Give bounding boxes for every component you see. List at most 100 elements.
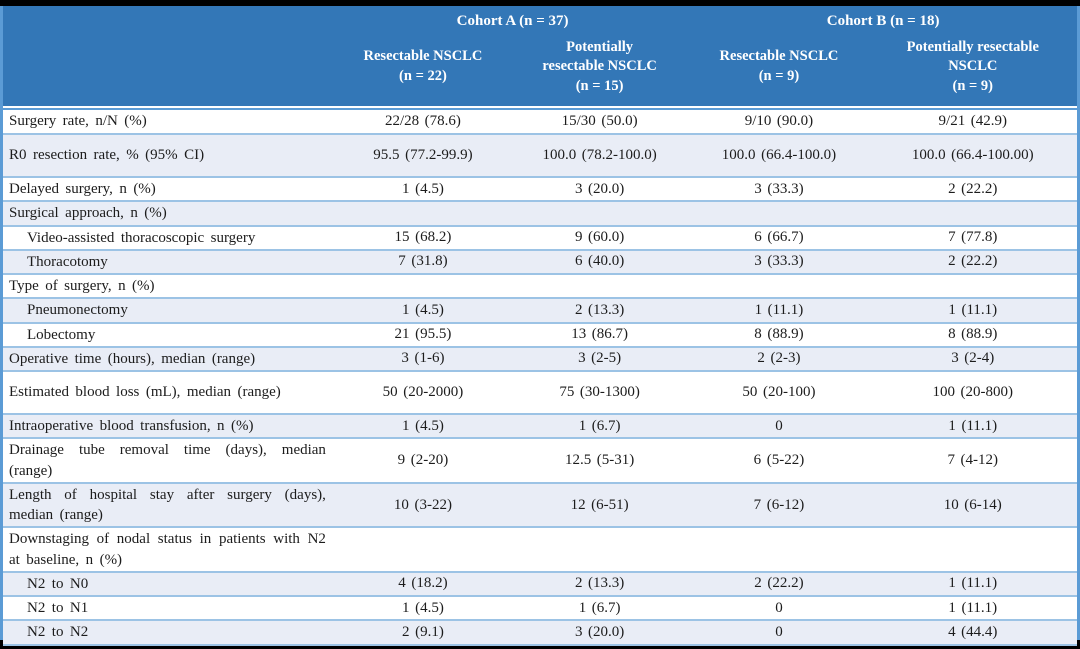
- cell-value: 15 (68.2): [394, 229, 452, 246]
- cell-value: 0: [775, 623, 783, 640]
- row-label: Downstaging of nodal status in patients …: [9, 531, 326, 568]
- cell-value: 95.5 (77.2-99.9): [373, 147, 473, 163]
- cell-value: 3 (20.0): [574, 180, 625, 197]
- cohort-a-header: Cohort A (n = 37): [456, 13, 569, 29]
- row-label: Pneumonectomy: [27, 302, 128, 319]
- cell-value: 3 (33.3): [754, 180, 804, 197]
- row-label: Delayed surgery, n (%): [9, 181, 156, 197]
- cell-value: 12 (6-51): [570, 496, 629, 513]
- cell-value: 3 (2-4): [951, 350, 995, 367]
- cell-value: 2 (22.2): [754, 575, 804, 592]
- cohort-header-row: Cohort A (n = 37) Cohort B (n = 18): [3, 10, 1077, 30]
- cell-value: 7 (4-12): [947, 452, 999, 468]
- cell-value: 2 (9.1): [402, 623, 444, 640]
- cell-value: 1 (11.1): [948, 417, 998, 434]
- cell-value: 10 (3-22): [393, 496, 452, 513]
- table-row: Surgical complications, n (%) 1 (4.5) 3 …: [3, 643, 1077, 649]
- cell-value: 1 (4.5): [402, 599, 444, 616]
- table-row: Type of surgery, n (%): [3, 273, 1077, 297]
- cell-value: 1 (6.7): [578, 417, 621, 434]
- cell-value: [336, 212, 510, 214]
- row-label: Drainage tube removal time (days), media…: [9, 442, 326, 479]
- row-label: Estimated blood loss (mL), median (range…: [9, 384, 281, 401]
- cell-value: [336, 549, 510, 551]
- cell-value: 1 (11.1): [948, 575, 998, 592]
- table-row: N2 to N2 2 (9.1) 3 (20.0) 0 4 (44.4): [3, 619, 1077, 644]
- table-row: Operative time (hours), median (range) 3…: [3, 345, 1077, 370]
- cell-value: 2 (22.2): [948, 253, 998, 270]
- table-row: Estimated blood loss (mL), median (range…: [3, 370, 1077, 413]
- row-label: Intraoperative blood transfusion, n (%): [9, 418, 254, 434]
- cell-value: 3 (20.0): [574, 623, 625, 640]
- cell-value: 7 (31.8): [398, 253, 448, 270]
- cell-value: 1 (11.1): [754, 301, 804, 318]
- cell-value: 1 (4.5): [402, 417, 444, 434]
- cell-value: 1 (6.7): [578, 599, 621, 616]
- cell-value: 4 (44.4): [948, 623, 998, 640]
- cell-value: 1 (4.5): [402, 301, 444, 318]
- cell-value: 9 (2-20): [397, 452, 449, 468]
- cell-value: 2 (2-3): [757, 350, 801, 367]
- cell-value: 75 (30-1300): [559, 384, 640, 400]
- table-row: Surgical approach, n (%): [3, 200, 1077, 225]
- cell-value: 21 (95.5): [394, 326, 452, 343]
- cell-value: 8 (88.9): [754, 326, 804, 343]
- cell-value: 50 (20-2000): [382, 384, 464, 400]
- cell-value: 3 (33.3): [754, 253, 804, 270]
- row-label: Operative time (hours), median (range): [9, 350, 256, 367]
- cell-value: 3 (1-6): [401, 350, 445, 367]
- column-header-resectable-b: Resectable NSCLC (n = 9): [719, 48, 839, 84]
- cell-value: 2 (22.2): [948, 180, 998, 197]
- cell-value: 9 (60.0): [574, 229, 625, 246]
- cell-value: 9/10 (90.0): [744, 113, 814, 129]
- row-label: R0 resection rate, % (95% CI): [9, 147, 205, 164]
- cell-value: 8 (88.9): [948, 326, 998, 343]
- cell-value: 50 (20-100): [742, 384, 816, 400]
- cell-value: 22/28 (78.6): [384, 113, 461, 129]
- header-spacer: [3, 36, 336, 98]
- cell-value: 1 (4.5): [402, 180, 444, 197]
- cell-value: 15/30 (50.0): [561, 113, 638, 129]
- row-label: Thoracotomy: [27, 253, 108, 270]
- table-row: Thoracotomy 7 (31.8) 6 (40.0) 3 (33.3) 2…: [3, 248, 1077, 273]
- table-row: N2 to N1 1 (4.5) 1 (6.7) 0 1 (11.1): [3, 595, 1077, 619]
- table-body: Surgery rate, n/N (%) 22/28 (78.6) 15/30…: [3, 108, 1077, 649]
- table-row: Length of hospital stay after surgery (d…: [3, 481, 1077, 527]
- cell-value: [869, 212, 1077, 214]
- cell-value: [689, 212, 868, 214]
- cell-value: 4 (18.2): [398, 575, 448, 592]
- row-label: Length of hospital stay after surgery (d…: [9, 486, 326, 523]
- column-header-potentially-resectable-a: Potentially resectable NSCLC (n = 15): [542, 38, 657, 94]
- row-label: N2 to N1: [27, 600, 89, 616]
- cell-value: 3 (2-5): [578, 350, 622, 367]
- cell-value: 100.0 (66.4-100.0): [721, 147, 837, 163]
- row-label: N2 to N0: [27, 575, 89, 592]
- row-label: Type of surgery, n (%): [9, 278, 155, 294]
- row-label: Video-assisted thoracoscopic surgery: [27, 229, 256, 246]
- cell-value: [510, 212, 689, 214]
- cell-value: 6 (66.7): [754, 229, 804, 246]
- cell-value: [510, 285, 689, 287]
- table-row: Intraoperative blood transfusion, n (%) …: [3, 413, 1077, 438]
- cell-value: 10 (6-14): [943, 496, 1002, 513]
- cell-value: 0: [775, 599, 783, 616]
- row-label: Surgical complications, n (%): [3, 646, 336, 649]
- cell-value: 13 (86.7): [571, 326, 628, 343]
- cell-value: 100.0 (78.2-100.0): [542, 147, 657, 163]
- table-header: Cohort A (n = 37) Cohort B (n = 18) Rese…: [3, 6, 1077, 108]
- column-header-resectable-a: Resectable NSCLC (n = 22): [363, 48, 483, 84]
- cell-value: 2 (13.3): [574, 301, 625, 318]
- cell-value: 100 (20-800): [932, 384, 1014, 400]
- cell-value: [869, 285, 1077, 287]
- cell-value: 9/21 (42.9): [938, 113, 1008, 129]
- table-row: Lobectomy 21 (95.5) 13 (86.7) 8 (88.9) 8…: [3, 321, 1077, 346]
- row-label: Surgical approach, n (%): [9, 205, 167, 222]
- table-row: R0 resection rate, % (95% CI) 95.5 (77.2…: [3, 133, 1077, 176]
- cell-value: 7 (6-12): [753, 496, 805, 513]
- table-row: Downstaging of nodal status in patients …: [3, 526, 1077, 571]
- table-row: N2 to N0 4 (18.2) 2 (13.3) 2 (22.2) 1 (1…: [3, 570, 1077, 595]
- row-label: N2 to N2: [27, 624, 89, 641]
- row-label: Surgery rate, n/N (%): [9, 113, 147, 130]
- cell-value: [869, 549, 1077, 551]
- table-row: Surgery rate, n/N (%) 22/28 (78.6) 15/30…: [3, 110, 1077, 133]
